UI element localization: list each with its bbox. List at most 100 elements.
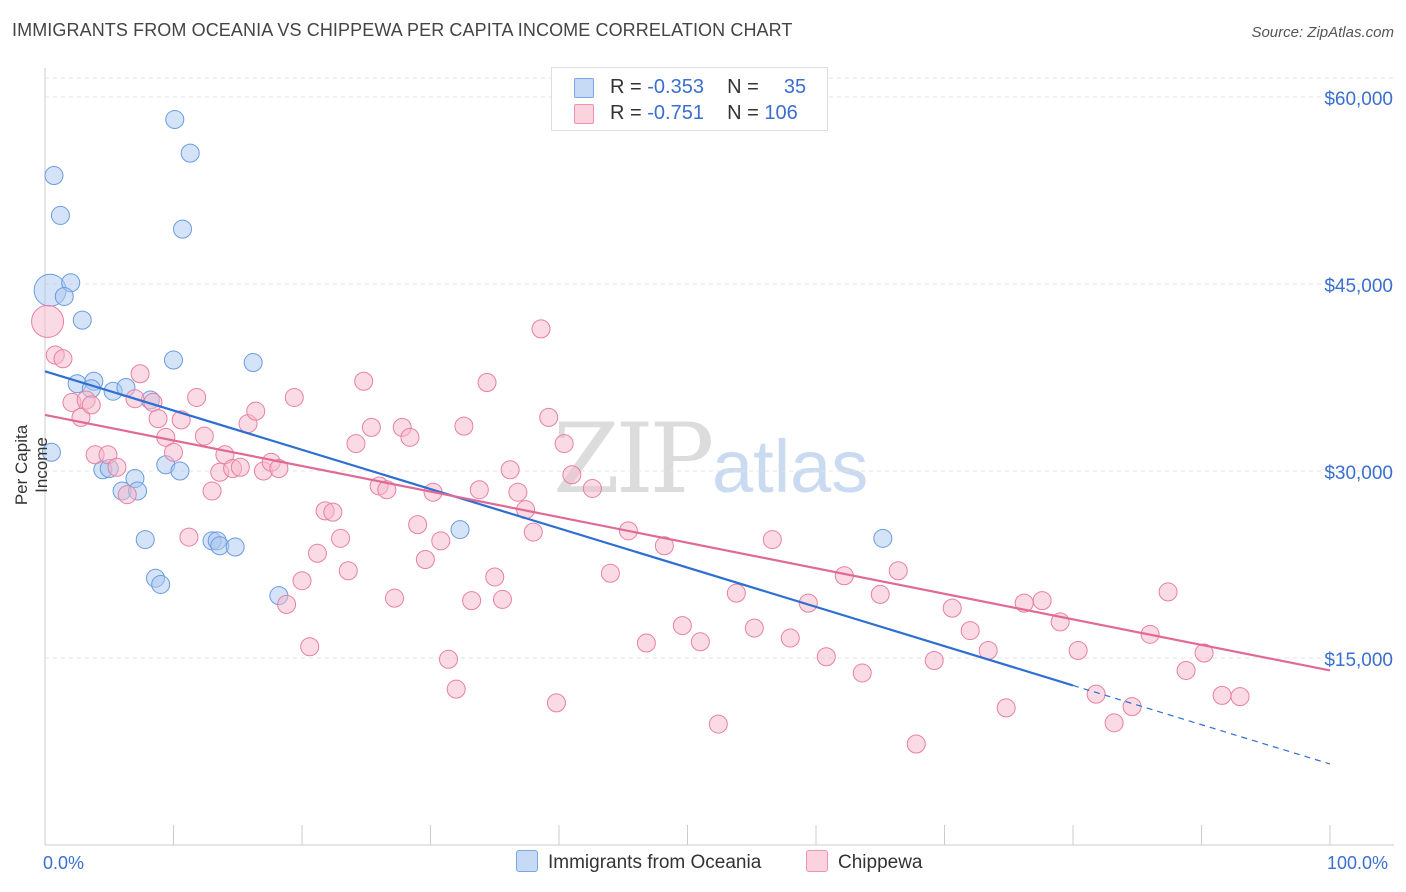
point-chippewa [870, 584, 890, 604]
y-axis-label: Per Capita Income [12, 424, 51, 506]
point-chippewa [323, 502, 343, 522]
trendline-oceania [44, 370, 1074, 687]
point-chippewa [708, 714, 728, 734]
point-oceania [135, 530, 155, 550]
point-chippewa [485, 567, 505, 587]
point-oceania [54, 286, 74, 306]
point-chippewa [117, 485, 137, 505]
point-oceania [873, 528, 893, 548]
point-chippewa [942, 598, 962, 618]
point-oceania [44, 166, 64, 186]
point-chippewa [744, 618, 764, 638]
point-chippewa [1086, 684, 1106, 704]
legend-label-oceania: Immigrants from Oceania [548, 852, 762, 873]
point-chippewa [906, 734, 926, 754]
point-chippewa [523, 522, 543, 542]
point-chippewa [1158, 582, 1178, 602]
point-chippewa [130, 364, 150, 384]
watermark-zip: ZIP [553, 403, 712, 515]
point-chippewa [582, 478, 602, 498]
x-tick-label-max: 100.0% [1327, 853, 1389, 873]
watermark-atlas: atlas [712, 425, 868, 508]
point-chippewa [798, 593, 818, 613]
point-chippewa [246, 401, 266, 421]
point-chippewa [508, 482, 528, 502]
point-chippewa [539, 407, 559, 427]
n-label: N = [727, 76, 759, 98]
r-label: R = [610, 76, 642, 98]
point-chippewa [300, 637, 320, 657]
point-chippewa [816, 647, 836, 667]
point-chippewa [690, 632, 710, 652]
chart-title: IMMIGRANTS FROM OCEANIA VS CHIPPEWA PER … [12, 20, 793, 40]
point-chippewa [202, 481, 222, 501]
point-chippewa [462, 591, 482, 611]
point-chippewa [1122, 697, 1142, 717]
point-chippewa [996, 698, 1016, 718]
point-chippewa [554, 434, 574, 454]
point-chippewa [1212, 685, 1232, 705]
point-oceania [72, 310, 92, 330]
point-oceania [151, 574, 171, 594]
point-chippewa [726, 583, 746, 603]
point-chippewa [431, 531, 451, 551]
point-chippewa [338, 561, 358, 581]
point-chippewa [194, 426, 214, 446]
n-value-oceania: 35 [783, 76, 807, 98]
correlation-legend: R = -0.353 N = 35 R = -0.751 N = 106 [551, 67, 828, 131]
point-oceania [225, 537, 245, 557]
y-tick-label: $30,000 [1324, 463, 1393, 484]
point-chippewa [1230, 687, 1250, 707]
point-chippewa [469, 480, 489, 500]
point-chippewa [1104, 713, 1124, 733]
r-label: R = [610, 102, 642, 124]
point-chippewa [346, 434, 366, 454]
point-chippewa [377, 480, 397, 500]
y-tick-label: $45,000 [1324, 276, 1393, 297]
point-chippewa [354, 371, 374, 391]
point-chippewa [888, 561, 908, 581]
point-chippewa [546, 693, 566, 713]
point-chippewa [1068, 641, 1088, 661]
legend-swatch-oceania [574, 78, 594, 98]
point-chippewa [924, 650, 944, 670]
point-chippewa [600, 563, 620, 583]
point-oceania [172, 219, 192, 239]
point-chippewa [277, 594, 297, 614]
point-oceania [243, 353, 263, 373]
point-chippewa [531, 319, 551, 339]
point-chippewa [385, 588, 405, 608]
x-tick-label-min: 0.0% [43, 853, 85, 873]
legend-swatch-chippewa [574, 104, 594, 124]
point-chippewa [81, 395, 101, 415]
point-chippewa [179, 527, 199, 547]
point-chippewa [1176, 660, 1196, 680]
point-chippewa [331, 528, 351, 548]
point-chippewa [148, 409, 168, 429]
point-oceania [450, 520, 470, 540]
point-chippewa [500, 460, 520, 480]
point-oceania [164, 350, 183, 370]
point-chippewa [187, 387, 207, 407]
point-chippewa [400, 427, 420, 447]
y-tick-label: $15,000 [1324, 650, 1393, 671]
point-chippewa [408, 515, 428, 535]
point-chippewa [31, 304, 65, 338]
point-chippewa [762, 530, 782, 550]
point-chippewa [361, 417, 381, 437]
r-value-oceania: -0.353 [647, 76, 704, 98]
point-chippewa [852, 663, 872, 683]
point-chippewa [780, 628, 800, 648]
n-value-chippewa: 106 [764, 102, 798, 124]
point-oceania [165, 109, 185, 129]
y-tick-label: $60,000 [1324, 89, 1393, 110]
legend-swatch-chippewa [806, 850, 828, 872]
point-oceania [180, 143, 200, 163]
point-chippewa [415, 550, 435, 570]
legend-item-chippewa: Chippewa [806, 850, 923, 874]
point-oceania [41, 442, 61, 462]
point-chippewa [454, 416, 474, 436]
legend-item-oceania: Immigrants from Oceania [516, 850, 761, 874]
point-chippewa [492, 589, 512, 609]
